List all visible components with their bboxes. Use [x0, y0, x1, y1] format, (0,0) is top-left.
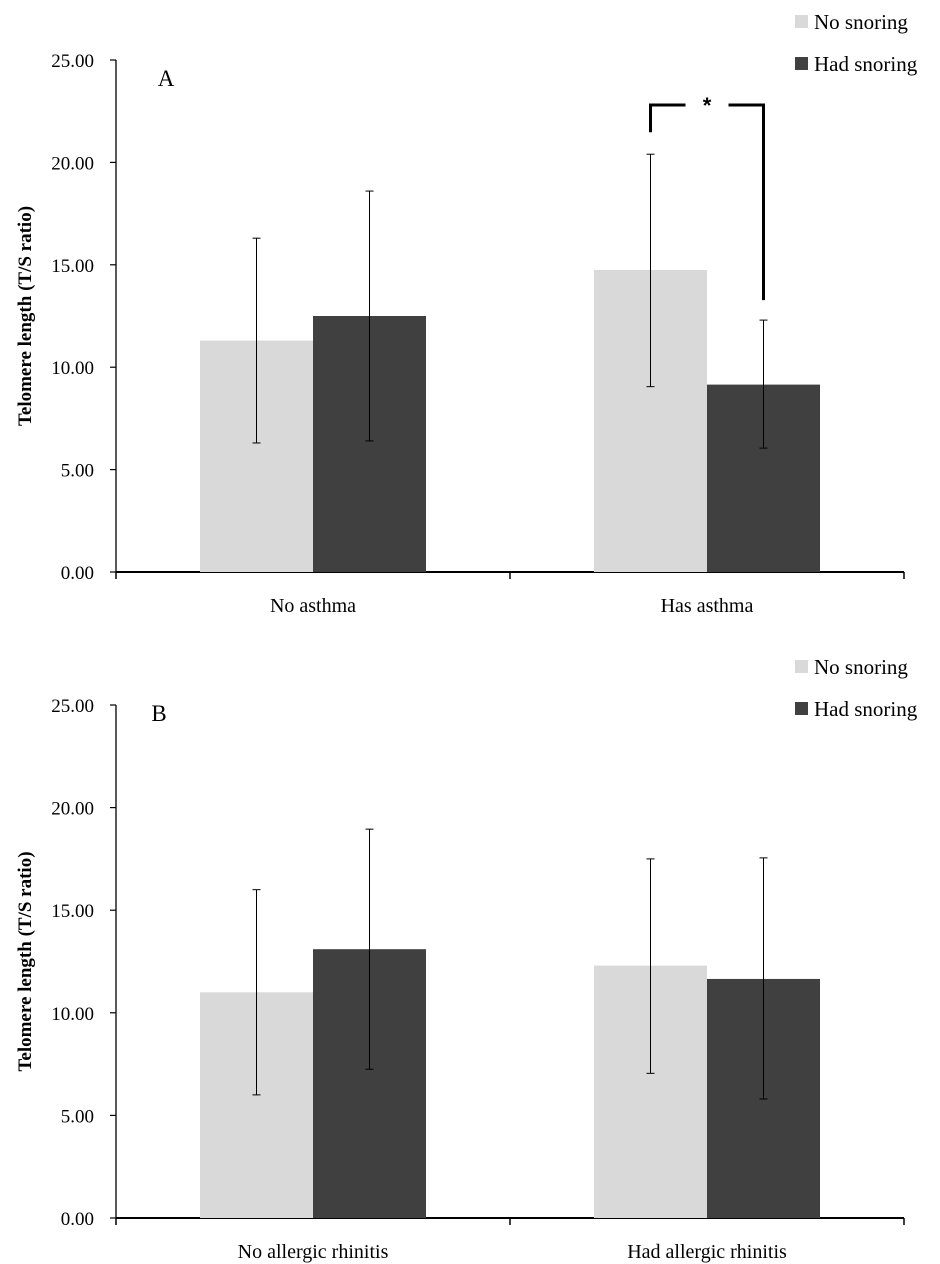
- y-tick-label: 15.00: [51, 901, 94, 922]
- chart-panel-a: 0.00 5.00 10.00 15.00 20.00 25.00 No asthma Has…: [15, 10, 918, 617]
- y-tick-label: 20.00: [51, 799, 94, 820]
- significance-bracket-left: [649, 103, 686, 133]
- y-tick-label: 10.00: [51, 1004, 94, 1025]
- y-tick-label: 5.00: [61, 1106, 94, 1127]
- legend-swatch: [795, 660, 808, 673]
- category-label: No asthma: [270, 595, 356, 617]
- legend-label: No snoring: [814, 655, 908, 679]
- panel-label: A: [158, 66, 175, 91]
- chart-panel-b: 0.00 5.00 10.00 15.00 20.00 25.00 No allergic …: [15, 655, 918, 1263]
- y-tick-label: 25.00: [51, 51, 94, 72]
- y-tick-label: 25.00: [51, 696, 94, 717]
- legend-swatch: [795, 702, 808, 715]
- y-tick-label: 15.00: [51, 256, 94, 277]
- y-axis-title: Telomere length (T/S ratio): [15, 851, 36, 1071]
- legend-swatch: [795, 57, 808, 70]
- y-tick-label: 0.00: [61, 1209, 94, 1230]
- y-axis-title: Telomere length (T/S ratio): [15, 206, 36, 426]
- legend-label: No snoring: [814, 10, 908, 34]
- significance-marker: *: [703, 93, 712, 118]
- legend-label: Had snoring: [814, 52, 918, 76]
- panel-label: B: [151, 701, 166, 726]
- y-tick-label: 20.00: [51, 153, 94, 174]
- category-label: Had allergic rhinitis: [627, 1241, 787, 1263]
- category-label: Has asthma: [661, 595, 754, 617]
- y-tick-label: 5.00: [61, 461, 94, 482]
- legend-swatch: [795, 15, 808, 28]
- y-tick-label: 10.00: [51, 358, 94, 379]
- category-label: No allergic rhinitis: [238, 1241, 389, 1263]
- legend-label: Had snoring: [814, 697, 918, 721]
- significance-bracket-right: [728, 103, 765, 301]
- y-tick-label: 0.00: [61, 563, 94, 584]
